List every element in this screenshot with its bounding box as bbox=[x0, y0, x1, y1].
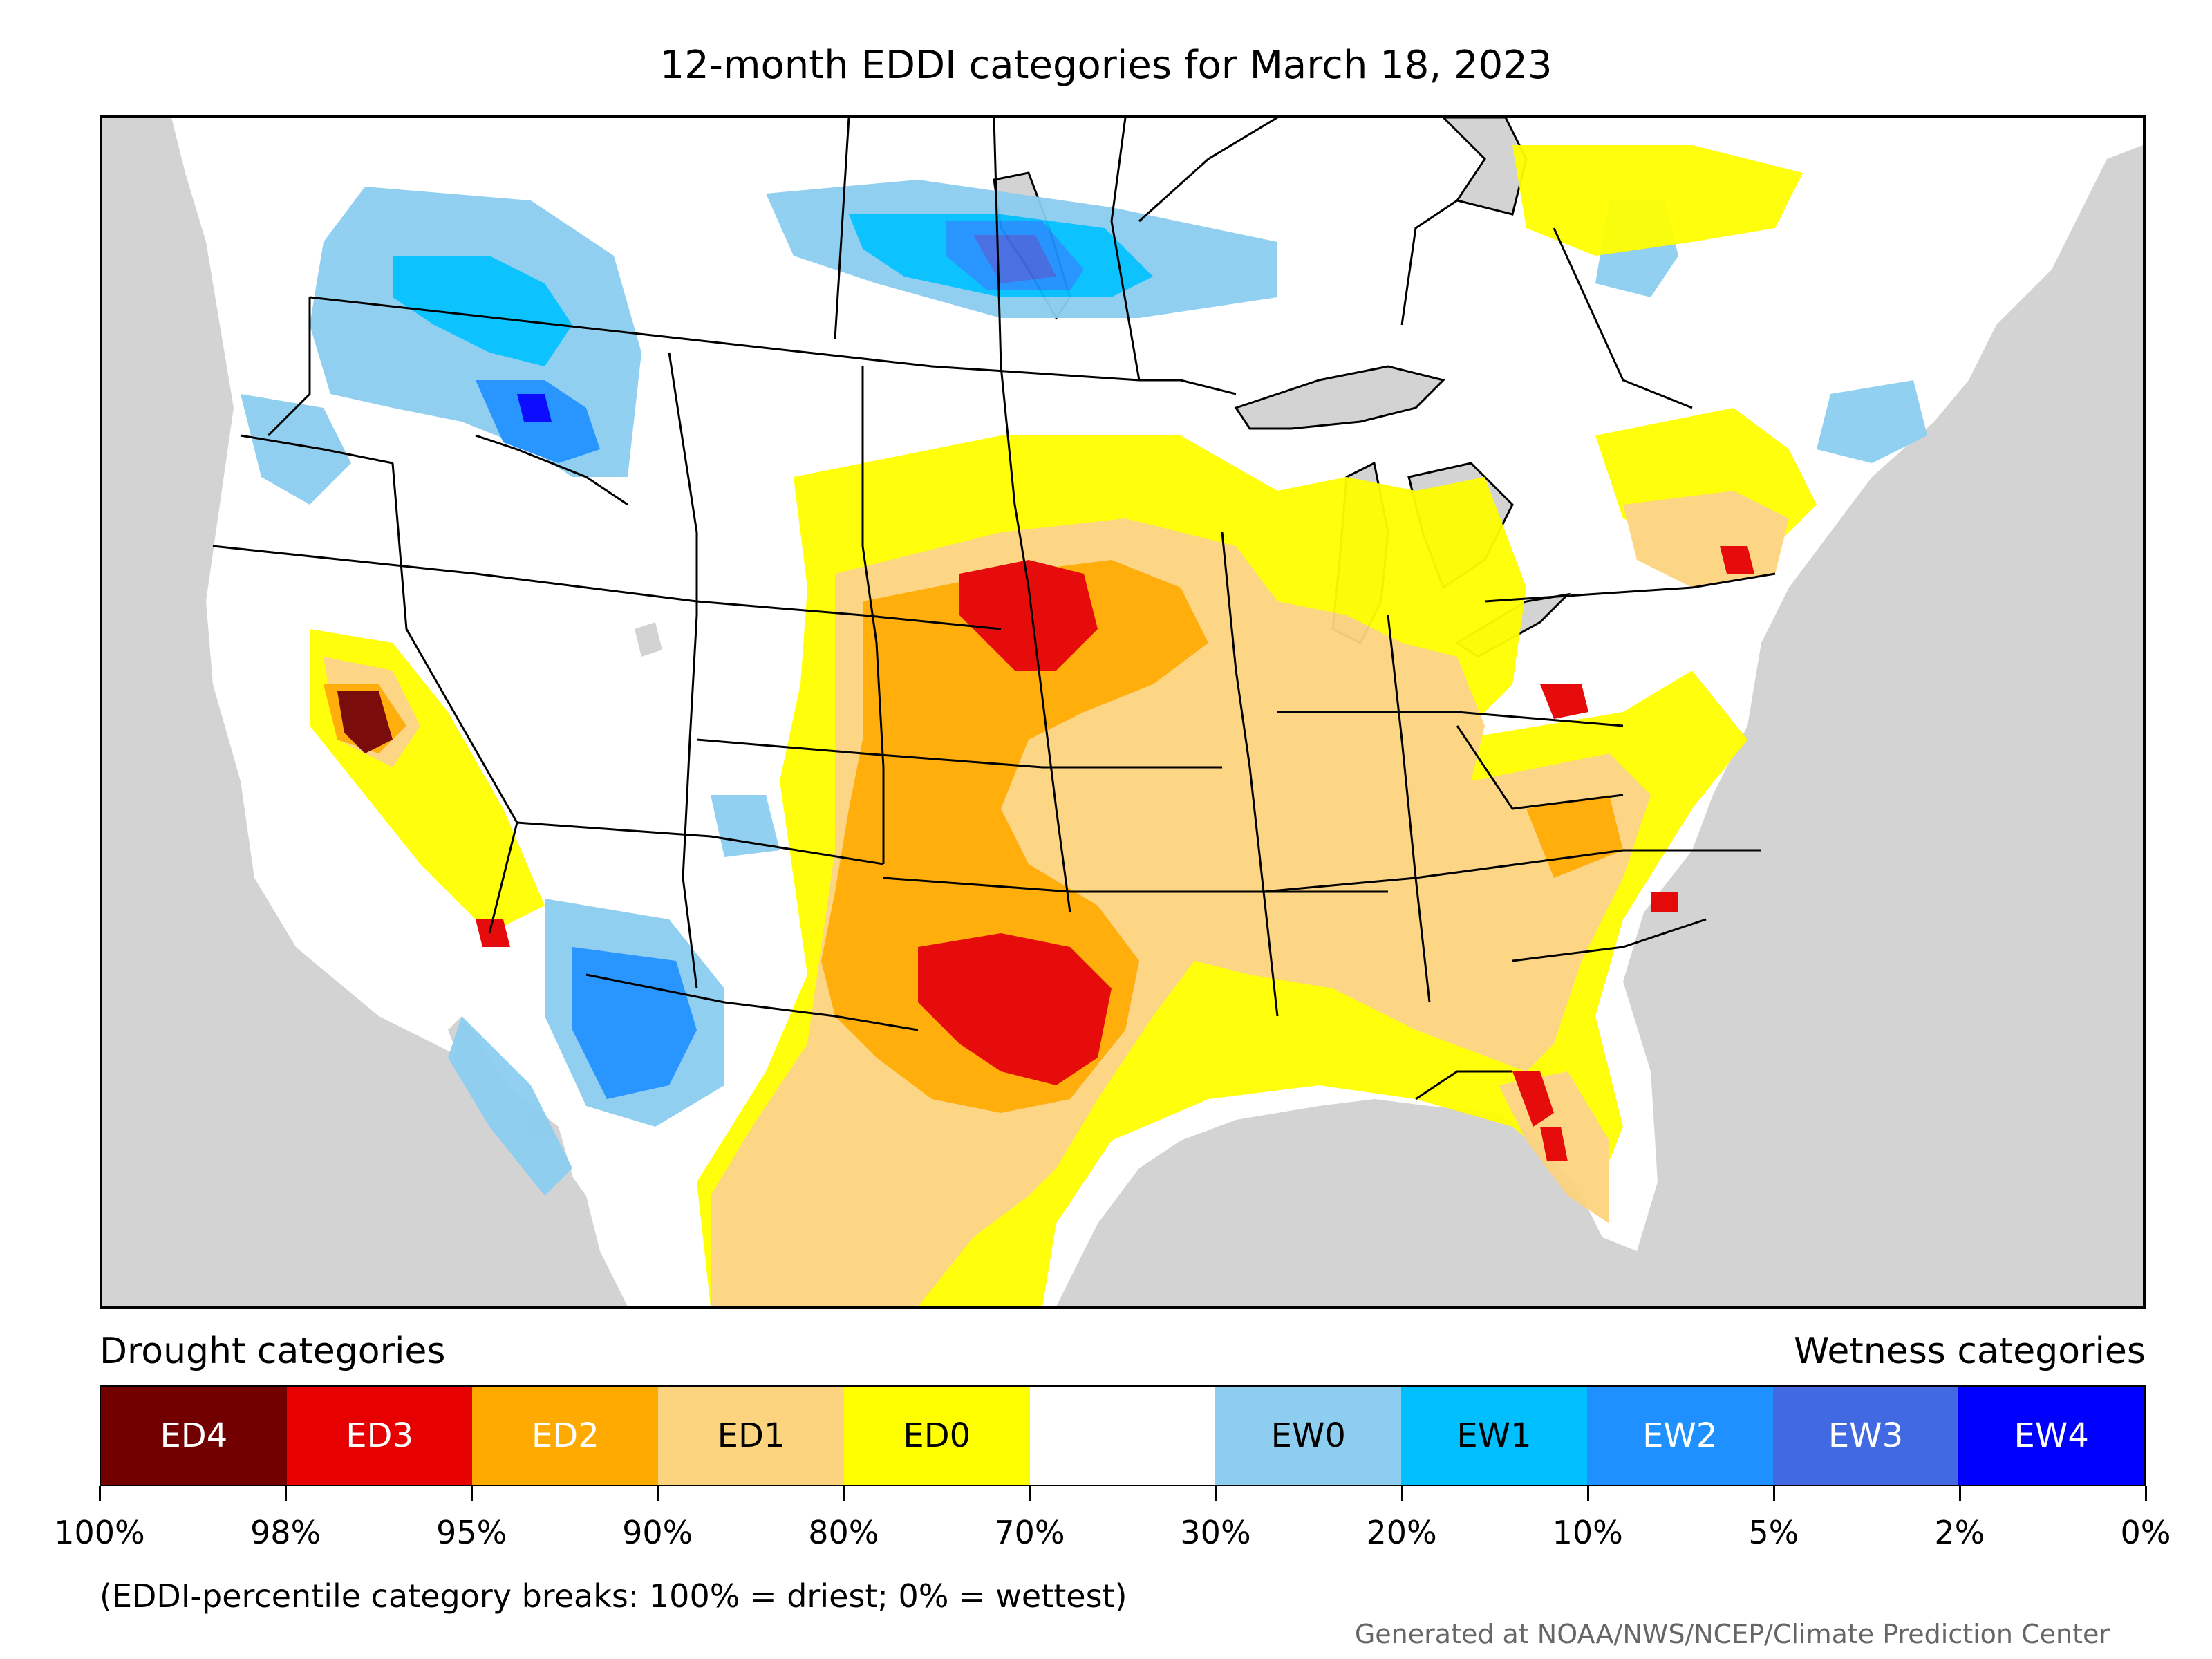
tick-mark bbox=[2145, 1486, 2147, 1501]
tick-mark bbox=[1958, 1486, 1961, 1501]
wetness-categories-label: Wetness categories bbox=[1794, 1331, 2146, 1372]
tick-label: 80% bbox=[808, 1514, 879, 1551]
tick-mark bbox=[285, 1486, 288, 1501]
map-svg bbox=[102, 118, 2143, 1306]
boundaries bbox=[212, 118, 1776, 1100]
tick-label: 70% bbox=[994, 1514, 1065, 1551]
drought-categories-label: Drought categories bbox=[100, 1331, 446, 1372]
colorbar-cell-ed1: ED1 bbox=[658, 1387, 844, 1485]
tick-mark bbox=[1400, 1486, 1403, 1501]
colorbar-cell-ew3: EW3 bbox=[1772, 1387, 1959, 1485]
tick-mark bbox=[99, 1486, 101, 1501]
tick-label: 95% bbox=[436, 1514, 507, 1551]
tick-label: 90% bbox=[622, 1514, 693, 1551]
tick-mark bbox=[657, 1486, 659, 1501]
drought-regions bbox=[310, 145, 1817, 1306]
colorbar-cell-ed4: ED4 bbox=[101, 1387, 287, 1485]
tick-mark bbox=[1215, 1486, 1217, 1501]
tick-label: 10% bbox=[1552, 1514, 1623, 1551]
lake-superior bbox=[1234, 365, 1445, 430]
tick-mark bbox=[1772, 1486, 1775, 1501]
tick-mark bbox=[471, 1486, 474, 1501]
tick-label: 98% bbox=[250, 1514, 321, 1551]
tick-label: 2% bbox=[1934, 1514, 1985, 1551]
hudson-bay bbox=[1441, 118, 1528, 216]
colorbar-cell-ed2: ED2 bbox=[472, 1387, 659, 1485]
map-title: 12-month EDDI categories for March 18, 2… bbox=[659, 43, 1553, 88]
colorbar-cell-ew4: EW4 bbox=[1958, 1387, 2145, 1485]
tick-label: 5% bbox=[1748, 1514, 1799, 1551]
colorbar-cell-ed3: ED3 bbox=[286, 1387, 473, 1485]
tick-mark bbox=[1586, 1486, 1589, 1501]
tick-mark bbox=[1029, 1486, 1031, 1501]
colorbar-cell-ew1: EW1 bbox=[1401, 1387, 1587, 1485]
colorbar-cell-ew2: EW2 bbox=[1586, 1387, 1773, 1485]
great-salt-lake bbox=[635, 622, 662, 657]
colorbar-cell-ed0: ED0 bbox=[843, 1387, 1030, 1485]
tick-mark bbox=[843, 1486, 845, 1501]
colorbar-ticks: 100% 98% 95% 90% 80% 70% 30% 20% 10% 5% 2% 0% bbox=[54, 1486, 2171, 1555]
tick-label: 0% bbox=[2120, 1514, 2171, 1551]
tick-label: 30% bbox=[1180, 1514, 1251, 1551]
credit-text: Generated at NOAA/NWS/NCEP/Climate Predi… bbox=[1354, 1619, 2110, 1649]
colorbar-cell-ew0: EW0 bbox=[1215, 1387, 1402, 1485]
category-colorbar: ED4 ED3 ED2 ED1 ED0 EW0 EW1 EW2 EW3 EW4 bbox=[100, 1385, 2146, 1486]
eddi-map bbox=[100, 115, 2146, 1309]
tick-label: 100% bbox=[54, 1514, 145, 1551]
tick-label: 20% bbox=[1366, 1514, 1437, 1551]
percentile-note: (EDDI-percentile category breaks: 100% =… bbox=[100, 1577, 1127, 1615]
colorbar-cell-neutral bbox=[1029, 1387, 1216, 1485]
